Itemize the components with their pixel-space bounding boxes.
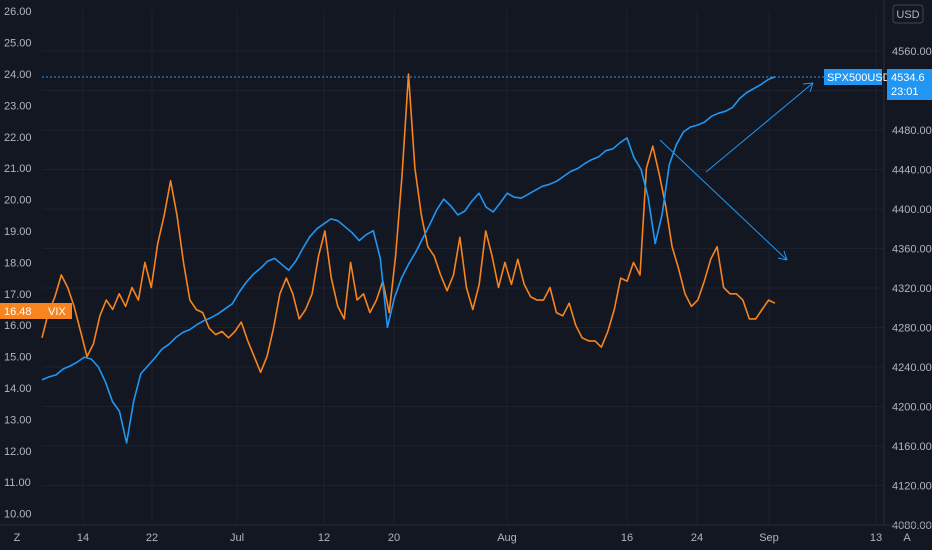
left-axis-tick: 16.00 bbox=[4, 320, 32, 332]
right-axis-tick: 4440.00 bbox=[892, 165, 932, 177]
left-axis-tick: 21.00 bbox=[4, 163, 32, 175]
spx-last-value: 4534.6 bbox=[891, 72, 925, 84]
left-price-axis[interactable]: 26.00 25.00 24.00 23.00 22.00 21.00 20.00 19.00… bbox=[4, 6, 32, 520]
series-group bbox=[41, 73, 776, 444]
right-axis-tick: 4280.00 bbox=[892, 323, 932, 335]
spx-countdown: 23:01 bbox=[891, 86, 919, 98]
right-axis-tick: 4320.00 bbox=[892, 283, 932, 295]
right-axis-tick: 4240.00 bbox=[892, 362, 932, 374]
right-price-axis[interactable]: 4560.004520.004480.004440.004400.004360.… bbox=[892, 46, 932, 532]
right-axis-tick: 4160.00 bbox=[892, 441, 932, 453]
right-axis-tick: 4400.00 bbox=[892, 204, 932, 216]
left-axis-tick: 26.00 bbox=[4, 6, 32, 18]
left-axis-tick: 14.00 bbox=[4, 383, 32, 395]
time-axis-tick: Jul bbox=[230, 532, 244, 544]
left-axis-tick: 12.00 bbox=[4, 446, 32, 458]
vix-tag-box bbox=[0, 303, 72, 319]
time-axis-tick: Sep bbox=[759, 532, 779, 544]
right-axis-tick: 4120.00 bbox=[892, 481, 932, 493]
spx500usd-line bbox=[41, 75, 776, 444]
right-axis-tick: 4200.00 bbox=[892, 402, 932, 414]
left-axis-tick: 25.00 bbox=[4, 38, 32, 50]
left-axis-tick: 10.00 bbox=[4, 509, 32, 521]
right-axis-tick: 4480.00 bbox=[892, 125, 932, 137]
left-axis-tick: 22.00 bbox=[4, 132, 32, 144]
time-axis-tick: 20 bbox=[388, 532, 400, 544]
time-axis-tick: 22 bbox=[146, 532, 158, 544]
left-axis-tick: 11.00 bbox=[4, 477, 31, 489]
currency-label: USD bbox=[896, 9, 919, 21]
time-axis-tick: 13 bbox=[870, 532, 882, 544]
right-axis-tick: 4560.00 bbox=[892, 46, 932, 58]
drawing-arrow-lower[interactable] bbox=[659, 139, 788, 261]
spx-name-tag-box bbox=[824, 69, 882, 85]
left-axis-tick: 13.00 bbox=[4, 414, 32, 426]
vix-series-label: VIX bbox=[48, 306, 66, 318]
spx-series-label: SPX500USD bbox=[827, 72, 891, 84]
left-axis-tick: 17.00 bbox=[4, 289, 32, 301]
currency-button[interactable]: USD bbox=[892, 4, 924, 24]
right-axis-tick: 4360.00 bbox=[892, 244, 932, 256]
price-tags: 16.48 VIX SPX500USD 4534.6 23:01 bbox=[0, 69, 932, 319]
left-axis-tick: 19.00 bbox=[4, 226, 32, 238]
spx-price-tag-box bbox=[887, 69, 932, 100]
axis-corner-left: Z bbox=[14, 532, 21, 544]
drawing-arrow-upper[interactable] bbox=[705, 82, 814, 173]
left-axis-tick: 20.00 bbox=[4, 195, 32, 207]
time-axis-tick: 16 bbox=[621, 532, 633, 544]
time-axis-tick: Aug bbox=[497, 532, 517, 544]
time-axis-tick: 14 bbox=[77, 532, 89, 544]
time-axis-tick: 12 bbox=[318, 532, 330, 544]
axis-corner-right: A bbox=[903, 532, 911, 544]
left-axis-tick: 24.00 bbox=[4, 69, 32, 81]
left-axis-tick: 23.00 bbox=[4, 100, 32, 112]
left-axis-tick: 15.00 bbox=[4, 352, 32, 364]
vix-last-value: 16.48 bbox=[4, 306, 32, 318]
right-axis-tick: 4080.00 bbox=[892, 520, 932, 532]
vix-line bbox=[41, 73, 776, 374]
left-axis-tick: 18.00 bbox=[4, 257, 32, 269]
time-axis-tick: 24 bbox=[691, 532, 703, 544]
